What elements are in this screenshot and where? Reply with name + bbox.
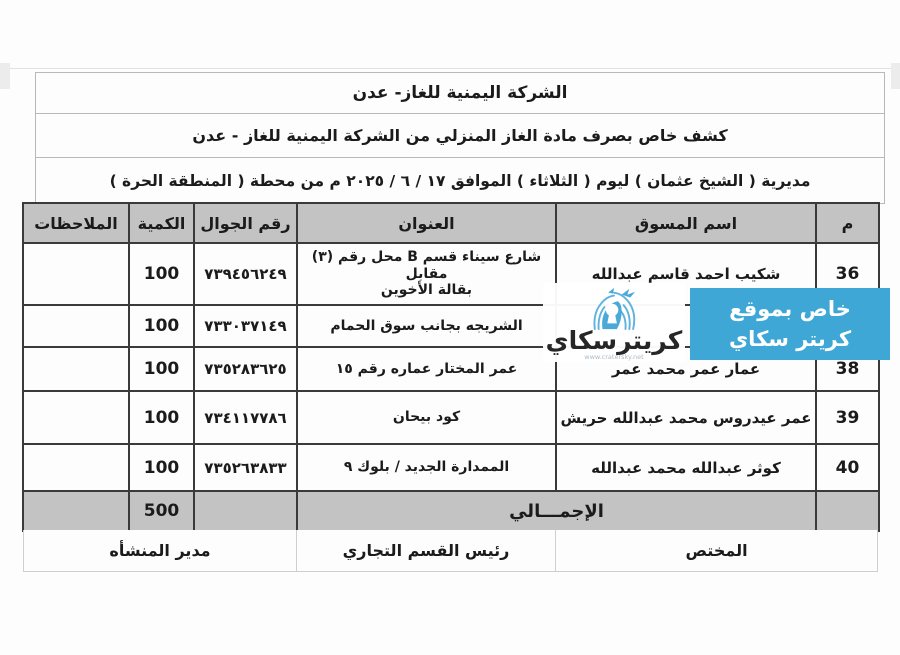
watermark-logo-text: كريترسكاي [545, 326, 683, 355]
total-row: الإجمـــالي 500 [22, 490, 880, 532]
header-address: العنوان [296, 202, 557, 244]
row-qty: 100 [128, 242, 195, 306]
signature-facility-manager: مدير المنشأه [23, 530, 297, 572]
total-empty-phone [193, 490, 298, 532]
row-address: شارع سيناء قسم B محل رقم (٣) مقابل بقالة… [296, 242, 557, 306]
signature-row: المختص رئيس القسم التجاري مدير المنشأه [22, 530, 878, 572]
header-num: م [815, 202, 880, 244]
table-header-row: م اسم المسوق العنوان رقم الجوال الكمية ا… [22, 202, 880, 244]
distribution-table: م اسم المسوق العنوان رقم الجوال الكمية ا… [22, 202, 880, 532]
total-empty-num [815, 490, 880, 532]
document-header: الشركة اليمنية للغاز- عدن كشف خاص بصرف م… [35, 72, 885, 204]
row-address: كود بيحان [296, 390, 557, 445]
watermark-banner-line1: خاص بموقع [729, 296, 851, 321]
scan-artifact-left [0, 63, 10, 89]
row-notes [22, 242, 130, 306]
row-phone: ٧٣٤١١٧٧٨٦ [193, 390, 298, 445]
header-phone: رقم الجوال [193, 202, 298, 244]
row-name: عمر عيدروس محمد عبدالله حريش [555, 390, 817, 445]
row-qty: 100 [128, 390, 195, 445]
signature-specialist: المختص [555, 530, 878, 572]
row-address: الممدارة الجديد / بلوك ٩ [296, 443, 557, 492]
row-address: عمر المختار عماره رقم ١٥ [296, 346, 557, 392]
statement-subtitle: كشف خاص بصرف مادة الغاز المنزلي من الشرك… [35, 113, 885, 158]
watermark-logo: كريترسكاي www.cratersky.net [543, 283, 685, 362]
row-phone: ٧٣٩٤٥٦٢٤٩ [193, 242, 298, 306]
table-row: 39 عمر عيدروس محمد عبدالله حريش كود بيحا… [22, 390, 880, 445]
row-address: الشريجه بجانب سوق الحمام [296, 304, 557, 348]
row-phone: ٧٣٣٠٣٧١٤٩ [193, 304, 298, 348]
row-qty: 100 [128, 304, 195, 348]
row-num: 39 [815, 390, 880, 445]
row-qty: 100 [128, 346, 195, 392]
total-label: الإجمـــالي [296, 490, 817, 532]
total-qty: 500 [128, 490, 195, 532]
watermark-banner: خاص بموقع كريتر سكاي [690, 288, 890, 360]
company-title: الشركة اليمنية للغاز- عدن [35, 72, 885, 114]
row-notes [22, 304, 130, 348]
header-name: اسم المسوق [555, 202, 817, 244]
total-empty-notes [22, 490, 130, 532]
directorate-info-line: مديرية ( الشيخ عثمان ) ليوم ( الثلاثاء )… [35, 157, 885, 204]
table-row: 40 كوثر عبدالله محمد عبدالله الممدارة ال… [22, 443, 880, 492]
row-notes [22, 390, 130, 445]
row-qty: 100 [128, 443, 195, 492]
header-qty: الكمية [128, 202, 195, 244]
watermark-banner-line2: كريتر سكاي [728, 327, 852, 351]
row-phone: ٧٣٥٢٨٣٦٢٥ [193, 346, 298, 392]
row-phone: ٧٣٥٢٦٣٨٣٣ [193, 443, 298, 492]
row-name: كوثر عبدالله محمد عبدالله [555, 443, 817, 492]
row-notes [22, 443, 130, 492]
header-notes: الملاحظات [22, 202, 130, 244]
row-num: 40 [815, 443, 880, 492]
row-notes [22, 346, 130, 392]
watermark-logo-url: www.cratersky.net [584, 353, 644, 362]
crater-sky-logo-icon [593, 287, 636, 331]
scan-artifact-right [891, 63, 900, 89]
scan-artifact-line [0, 68, 900, 69]
signature-commercial-manager: رئيس القسم التجاري [296, 530, 556, 572]
